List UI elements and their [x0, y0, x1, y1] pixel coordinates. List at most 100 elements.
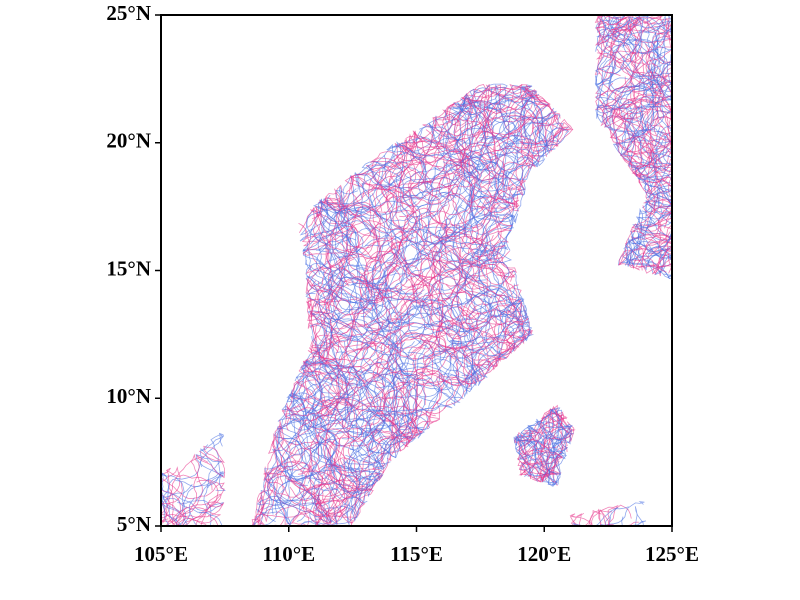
track	[438, 125, 481, 196]
track	[476, 107, 530, 212]
track	[534, 128, 556, 167]
track	[310, 233, 374, 377]
y-tick-label: 10°N	[106, 384, 151, 408]
track	[380, 330, 444, 459]
track	[285, 355, 360, 419]
track	[386, 305, 467, 373]
track	[351, 282, 426, 439]
track	[651, 253, 672, 275]
track	[611, 50, 637, 123]
track	[274, 409, 383, 482]
track	[161, 469, 181, 526]
track	[627, 225, 672, 261]
track	[410, 337, 490, 372]
track	[405, 87, 497, 146]
track	[452, 239, 507, 359]
y-tick-label: 15°N	[106, 256, 151, 280]
track	[161, 435, 225, 503]
track	[608, 45, 672, 111]
track	[654, 32, 672, 98]
track	[522, 86, 546, 147]
track	[449, 340, 480, 390]
track	[414, 161, 509, 270]
track	[524, 421, 573, 477]
track	[532, 439, 556, 483]
track	[597, 16, 672, 99]
track	[517, 448, 555, 460]
track	[622, 17, 645, 71]
track	[371, 211, 436, 325]
track	[252, 428, 327, 526]
track	[323, 450, 363, 494]
track	[434, 144, 536, 210]
track	[306, 284, 355, 373]
track	[453, 112, 548, 155]
track	[310, 209, 360, 309]
track	[424, 150, 492, 233]
track	[597, 15, 634, 43]
track	[458, 222, 510, 342]
track	[424, 285, 512, 331]
track	[652, 245, 672, 279]
track	[257, 465, 288, 522]
track	[284, 458, 336, 526]
track	[322, 318, 396, 397]
track	[420, 121, 541, 166]
track	[161, 494, 188, 526]
track	[345, 447, 385, 470]
track	[643, 186, 664, 261]
track	[342, 408, 396, 466]
track	[195, 448, 224, 509]
track	[616, 27, 672, 77]
track	[406, 140, 480, 175]
track	[627, 116, 672, 148]
track	[361, 149, 460, 191]
track	[327, 422, 385, 474]
track	[390, 276, 493, 376]
track	[318, 231, 389, 290]
track	[441, 183, 518, 213]
track	[393, 276, 527, 339]
track	[305, 269, 358, 363]
track	[595, 17, 647, 47]
y-tick-label: 20°N	[106, 129, 151, 153]
track	[359, 139, 409, 256]
track	[287, 298, 373, 403]
track	[582, 506, 629, 526]
track	[387, 140, 426, 203]
track	[291, 435, 348, 523]
track	[642, 21, 672, 95]
track	[419, 268, 464, 399]
track	[352, 322, 415, 351]
track	[161, 477, 225, 499]
track	[599, 509, 610, 526]
track	[624, 234, 672, 274]
track	[646, 18, 672, 51]
track	[614, 85, 672, 199]
track	[299, 143, 394, 236]
track	[440, 257, 519, 340]
track	[437, 288, 522, 345]
track	[436, 116, 477, 181]
track	[517, 413, 568, 483]
track	[276, 413, 322, 481]
track	[470, 84, 527, 189]
track	[364, 222, 466, 325]
track	[297, 322, 384, 475]
track	[367, 165, 407, 265]
track	[349, 172, 458, 207]
track	[437, 228, 512, 351]
track	[627, 210, 642, 266]
track	[315, 317, 378, 514]
track	[468, 175, 487, 312]
track	[629, 216, 672, 254]
track	[306, 278, 401, 352]
track	[322, 365, 395, 392]
track	[496, 94, 546, 148]
track	[298, 205, 399, 317]
track	[613, 118, 672, 153]
track	[596, 48, 636, 109]
track	[399, 176, 498, 236]
track	[471, 245, 506, 286]
track	[430, 235, 494, 317]
